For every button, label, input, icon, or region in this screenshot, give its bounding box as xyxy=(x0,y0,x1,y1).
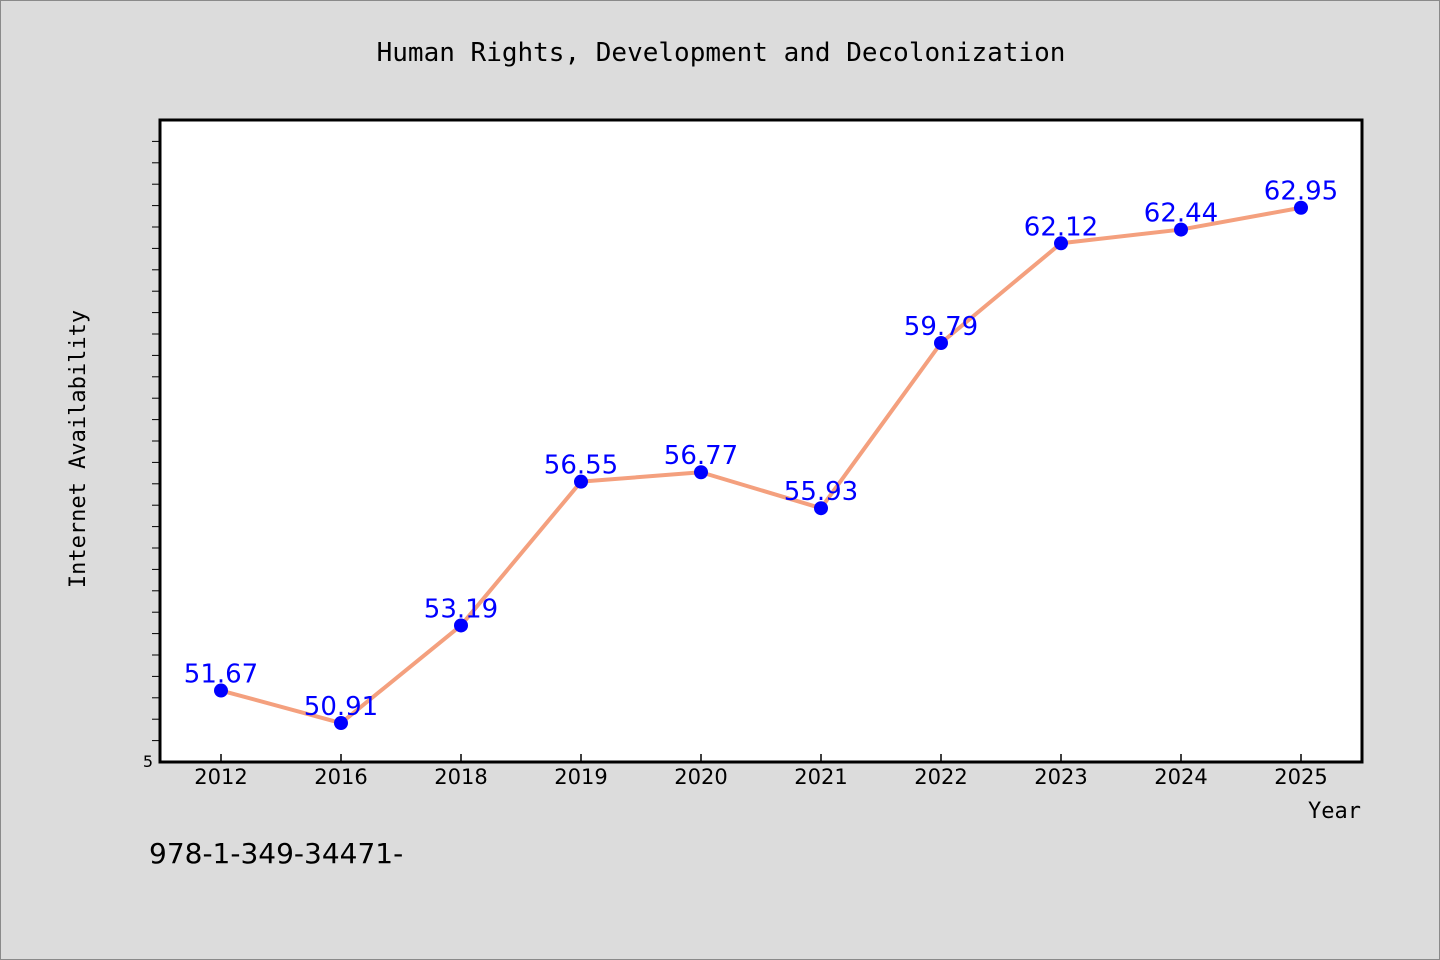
data-label: 56.77 xyxy=(664,441,738,471)
data-label: 50.91 xyxy=(304,692,378,722)
y-tick-label: 5 xyxy=(143,752,153,771)
data-point xyxy=(1174,222,1188,237)
y-axis-ticks xyxy=(152,140,160,742)
plot-area xyxy=(158,118,1364,764)
x-tick-label: 2021 xyxy=(794,765,847,789)
x-axis-tick-labels: 2012 2016 2018 2019 2020 2021 2022 2023 2024 2025 xyxy=(194,765,1327,789)
x-tick-label: 2025 xyxy=(1274,765,1327,789)
data-label: 62.12 xyxy=(1024,212,1098,242)
x-tick-label: 2024 xyxy=(1154,765,1207,789)
data-point xyxy=(814,501,828,516)
data-label: 56.55 xyxy=(544,451,618,481)
chart-title: Human Rights, Development and Decoloniza… xyxy=(377,38,1066,68)
data-point xyxy=(574,474,588,489)
data-label: 51.67 xyxy=(184,660,258,690)
x-axis-ticks xyxy=(220,754,1302,762)
data-point xyxy=(1054,236,1068,251)
x-tick-label: 2018 xyxy=(434,765,487,789)
data-label: 62.44 xyxy=(1144,199,1218,229)
data-label: 53.19 xyxy=(424,594,498,624)
x-tick-label: 2012 xyxy=(194,765,247,789)
x-axis-label: Year xyxy=(1308,799,1361,824)
data-label: 62.95 xyxy=(1264,177,1338,207)
x-tick-label: 2016 xyxy=(314,765,367,789)
data-label: 59.79 xyxy=(904,312,978,342)
data-point xyxy=(214,683,228,698)
x-tick-label: 2022 xyxy=(914,765,967,789)
x-tick-label: 2020 xyxy=(674,765,727,789)
data-point xyxy=(934,335,948,350)
data-point xyxy=(334,716,348,731)
footnote-text: 978-1-349-34471- xyxy=(149,837,403,870)
y-axis-label: Internet Availability xyxy=(66,310,91,588)
data-point xyxy=(454,618,468,633)
data-labels: 51.67 50.91 53.19 56.55 56.77 55.93 59.79 62.12… xyxy=(184,177,1338,722)
data-label: 55.93 xyxy=(784,477,858,507)
series-line xyxy=(220,205,1302,726)
x-tick-label: 2023 xyxy=(1034,765,1087,789)
data-point xyxy=(1294,200,1308,215)
x-tick-label: 2019 xyxy=(554,765,607,789)
data-markers xyxy=(214,200,1308,731)
data-point xyxy=(694,465,708,480)
